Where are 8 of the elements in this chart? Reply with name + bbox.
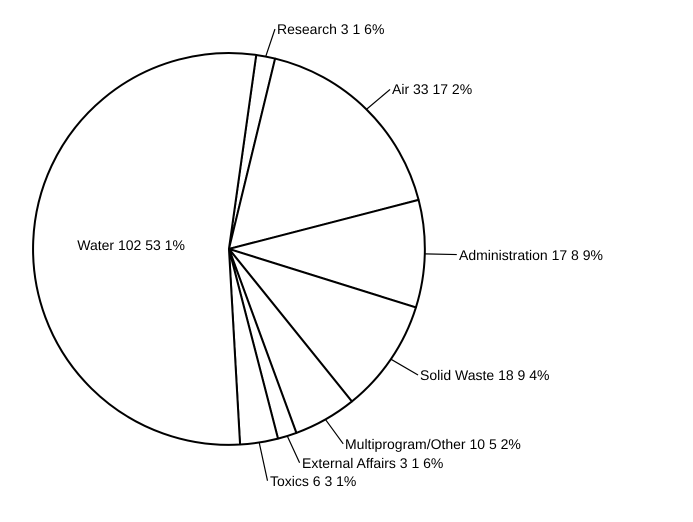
slice-label: Water 102 53 1% [77,236,185,253]
slice-label: External Affairs 3 1 6% [302,455,444,471]
slice-label: Toxics 6 3 1% [270,473,356,489]
slice-label: Administration 17 8 9% [459,247,603,263]
slice-label: Research 3 1 6% [277,21,384,37]
slice-label: Solid Waste 18 9 4% [420,367,550,383]
slice-label: Multiprogram/Other 10 5 2% [345,436,521,452]
slice-label: Air 33 17 2% [392,81,472,97]
